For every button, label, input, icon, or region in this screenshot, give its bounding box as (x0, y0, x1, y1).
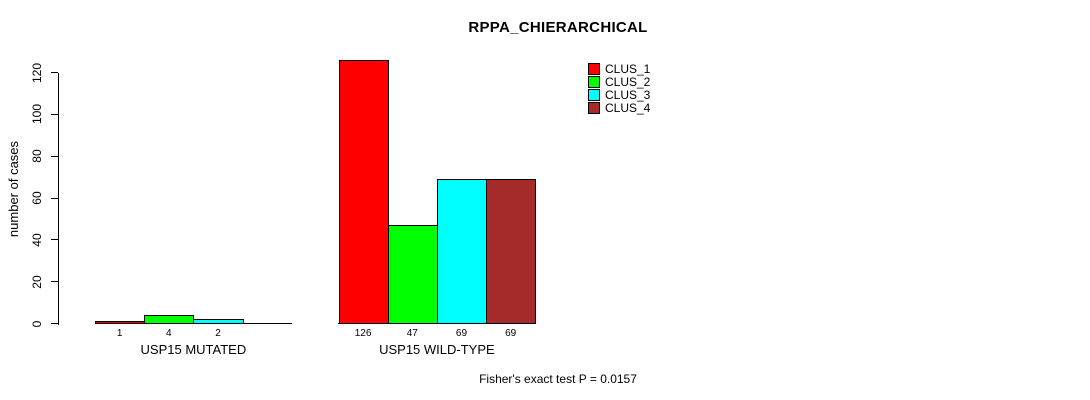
clus_3-bar-usp15-wild-type (436, 179, 488, 324)
y-axis-tick (50, 281, 58, 283)
y-tick-label: 0 (30, 320, 44, 327)
y-axis-tick (50, 113, 58, 115)
legend: CLUS_1 CLUS_2 CLUS_3 CLUS_4 (588, 63, 650, 115)
y-tick-label: 100 (30, 104, 44, 125)
legend-label: CLUS_1 (605, 62, 651, 76)
y-tick-label: 120 (30, 62, 44, 83)
y-axis-tick (50, 197, 58, 199)
y-tick-label: 60 (30, 191, 44, 205)
legend-swatch-clus_3 (588, 89, 600, 101)
bar-value-label: 69 (505, 328, 517, 339)
y-tick-label: 80 (30, 149, 44, 163)
legend-item: CLUS_3 (588, 89, 650, 101)
y-axis-line (57, 72, 59, 325)
group-label: USP15 MUTATED (140, 342, 247, 357)
legend-label: CLUS_3 (605, 88, 651, 102)
bar-value-label: 2 (215, 328, 221, 339)
fisher-test-annotation: Fisher's exact test P = 0.0157 (479, 372, 637, 386)
y-tick-label: 20 (30, 274, 44, 289)
clus_1-bar-usp15-wild-type (338, 59, 389, 324)
legend-label: CLUS_4 (605, 101, 651, 115)
y-axis-tick (50, 323, 58, 324)
clus_3-bar-usp15-mutated (193, 319, 244, 324)
legend-swatch-clus_4 (588, 102, 600, 114)
legend-item: CLUS_2 (588, 76, 650, 88)
legend-label: CLUS_2 (605, 75, 651, 89)
legend-item: CLUS_1 (588, 63, 650, 75)
y-axis-tick (50, 72, 58, 73)
y-axis-tick (50, 239, 58, 241)
bar-value-label: 69 (455, 328, 468, 339)
bar-value-label: 4 (166, 328, 172, 339)
clus_2-bar-usp15-wild-type (387, 225, 438, 324)
clus_4-bar-usp15-wild-type (486, 179, 537, 324)
bar-value-label: 47 (406, 328, 418, 339)
bar-value-label: 126 (354, 328, 372, 339)
y-axis-tick (50, 155, 58, 157)
group-label: USP15 WILD-TYPE (379, 342, 495, 357)
chart-title: RPPA_CHIERARCHICAL (468, 19, 648, 36)
legend-swatch-clus_1 (588, 63, 600, 75)
clus_2-bar-usp15-mutated (144, 315, 195, 324)
bar-value-label: 1 (116, 328, 123, 339)
clus_1-bar-usp15-mutated (95, 321, 146, 324)
legend-swatch-clus_2 (588, 76, 600, 88)
y-tick-label: 40 (30, 233, 44, 247)
legend-item: CLUS_4 (588, 102, 650, 114)
